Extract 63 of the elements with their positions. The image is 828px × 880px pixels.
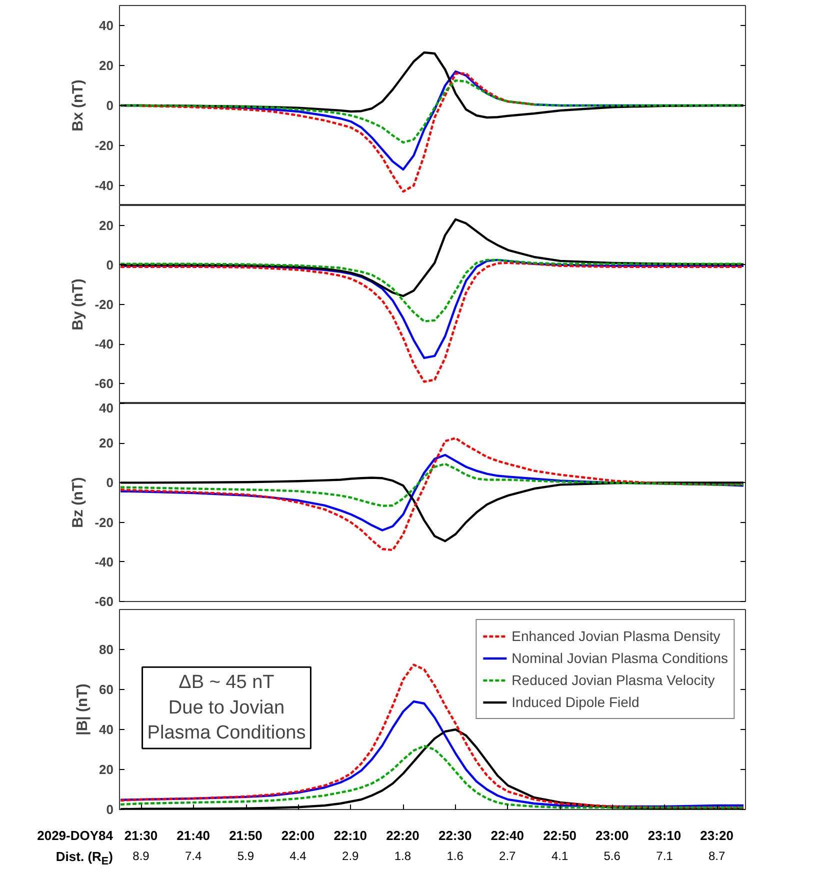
- x-tick-label: 22:10: [334, 827, 368, 845]
- x-tick-label: 21:30: [124, 827, 158, 845]
- text: 1.8: [394, 848, 412, 865]
- text: 5.6: [604, 848, 620, 865]
- y-axis-title: |B| (nT): [74, 684, 92, 736]
- legend-label: Induced Dipole Field: [512, 694, 640, 710]
- y-tick-label: 0: [106, 802, 114, 817]
- y-tick-label: 40: [99, 400, 114, 416]
- y-tick-label: 0: [106, 257, 114, 272]
- text: 4.4: [290, 848, 306, 865]
- y-tick-label: -20: [94, 297, 114, 312]
- x-tick-label: 21:40: [176, 827, 210, 845]
- text: 4.1: [551, 848, 568, 865]
- x-tick-label: 23:00: [595, 827, 629, 845]
- text: 2.7: [499, 848, 516, 865]
- x-tick-label: 22:50: [543, 827, 576, 845]
- y-tick-label: 60: [99, 682, 114, 697]
- line-series: [120, 258, 745, 322]
- legend-label: Enhanced Jovian Plasma Density: [512, 628, 720, 644]
- y-tick-label: 20: [99, 58, 114, 73]
- y-axis-title: By (nT): [70, 278, 87, 330]
- text: 2.9: [342, 848, 359, 865]
- y-tick-label: -60: [94, 376, 114, 392]
- x-tick-label: 22:20: [386, 827, 420, 845]
- x-tick-label: 23:20: [700, 827, 734, 845]
- line-series: [120, 745, 745, 809]
- text: 8.9: [132, 848, 150, 865]
- y-tick-label: -40: [94, 336, 114, 352]
- x-tick-label: 22:40: [490, 827, 524, 845]
- y-tick-label: 20: [99, 436, 114, 451]
- text: 7.1: [656, 848, 673, 865]
- annotation: ΔB ~ 45 nT Due to Jovian Plasma Conditions: [147, 672, 306, 744]
- y-tick-label: -40: [94, 178, 114, 193]
- legend-label: Nominal Jovian Plasma Conditions: [512, 650, 728, 666]
- line-series: [120, 664, 745, 809]
- x2-axis-title: Dist. (R$_{E}$): [56, 848, 113, 870]
- legend-label: Reduced Jovian Plasma Velocity: [512, 672, 715, 688]
- x-axis-title: 2029-DOY84: [37, 827, 113, 845]
- y-axis-title: Bz (nT): [70, 477, 87, 528]
- y-tick-label: 40: [99, 722, 114, 737]
- line-series: [120, 454, 745, 532]
- y-tick-label: 40: [99, 18, 114, 33]
- y-tick-label: 20: [99, 218, 114, 233]
- text: 7.4: [184, 848, 202, 865]
- y-tick-label: -60: [94, 594, 114, 609]
- y-tick-label: 0: [106, 98, 114, 113]
- y-tick-label: -20: [94, 138, 114, 153]
- text: 1.6: [446, 848, 464, 865]
- line-series: [120, 462, 745, 507]
- line-series: [120, 79, 745, 144]
- y-tick-label: 0: [106, 475, 114, 490]
- line-series: [140, 72, 536, 193]
- y-tick-label: 20: [99, 762, 114, 777]
- x-tick-label: 22:30: [438, 827, 472, 845]
- x-tick-label: 23:10: [648, 827, 682, 845]
- y-tick-label: -20: [94, 514, 114, 530]
- y-tick-label: 80: [99, 642, 114, 657]
- y-axis-title: Bx (nT): [70, 80, 87, 132]
- y-tick-label: -40: [94, 554, 114, 570]
- text: 8.7: [708, 848, 726, 865]
- x-tick-label: 21:50: [229, 827, 262, 845]
- text: 5.9: [237, 848, 254, 865]
- x-tick-label: 22:00: [281, 827, 315, 845]
